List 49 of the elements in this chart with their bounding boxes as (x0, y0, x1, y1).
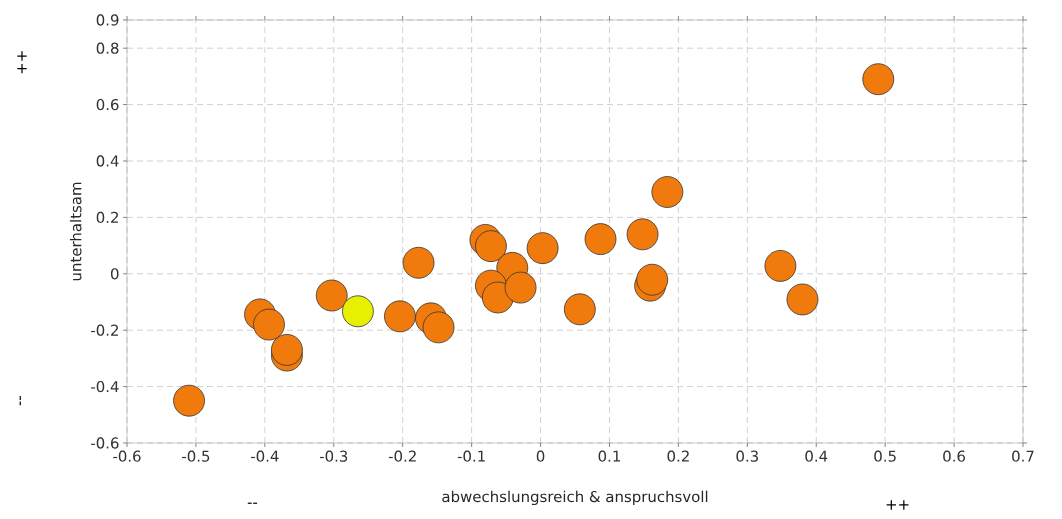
x-tick-label: -0.1 (457, 450, 485, 462)
y-tick-label: 0.9 (96, 14, 119, 26)
point (384, 300, 416, 333)
y-tick-label: 0.6 (96, 98, 119, 111)
point (764, 249, 797, 282)
point (526, 232, 559, 265)
x-tick-label: 0.3 (736, 450, 759, 462)
x-tick-label: 0.1 (598, 450, 620, 462)
x-tick-label: 0.7 (1012, 450, 1034, 462)
point (862, 63, 895, 96)
point (342, 295, 374, 328)
point (786, 283, 819, 316)
point (481, 281, 514, 314)
point (271, 334, 303, 366)
text: -- (19, 396, 21, 406)
x-tick-label: 0.6 (943, 450, 966, 462)
x-tick-label: 0.4 (805, 450, 828, 462)
x-tick-label: -0.2 (388, 450, 416, 462)
x-tick-label: 0 (536, 450, 545, 462)
x-tick-label: -0.4 (251, 450, 279, 462)
x-tick-label: 0.2 (667, 450, 689, 462)
y-tick-label: 0 (110, 268, 119, 280)
text: ++ (17, 51, 27, 74)
x-tick-label: -0.6 (113, 450, 141, 462)
y-tick-label: -0.6 (91, 437, 119, 449)
x-tick-label: -0.3 (319, 450, 348, 462)
text: ++ (886, 500, 909, 510)
point (475, 230, 507, 263)
x-tick-label: -0.5 (182, 450, 210, 462)
x-axis-title: abwechslungsreich & anspruchsvoll (442, 490, 708, 506)
x-tick-label: 0.5 (874, 450, 896, 462)
point (636, 263, 669, 296)
y-tick-label: 0.2 (96, 211, 118, 224)
point (315, 279, 348, 312)
point (626, 218, 659, 251)
y-tick-label: -0.4 (91, 380, 119, 393)
y-tick-label: -0.2 (91, 324, 118, 336)
point (563, 293, 596, 326)
point (402, 246, 435, 279)
point (253, 308, 285, 341)
point (504, 271, 537, 304)
point (422, 311, 455, 344)
point (584, 223, 617, 255)
y-tick-label: 0.4 (96, 155, 119, 167)
text: -- (247, 502, 258, 504)
point (173, 384, 205, 417)
y-tick-label: 0.8 (96, 42, 119, 54)
y-axis-title: unterhaltsam (69, 182, 82, 281)
point (651, 176, 684, 208)
